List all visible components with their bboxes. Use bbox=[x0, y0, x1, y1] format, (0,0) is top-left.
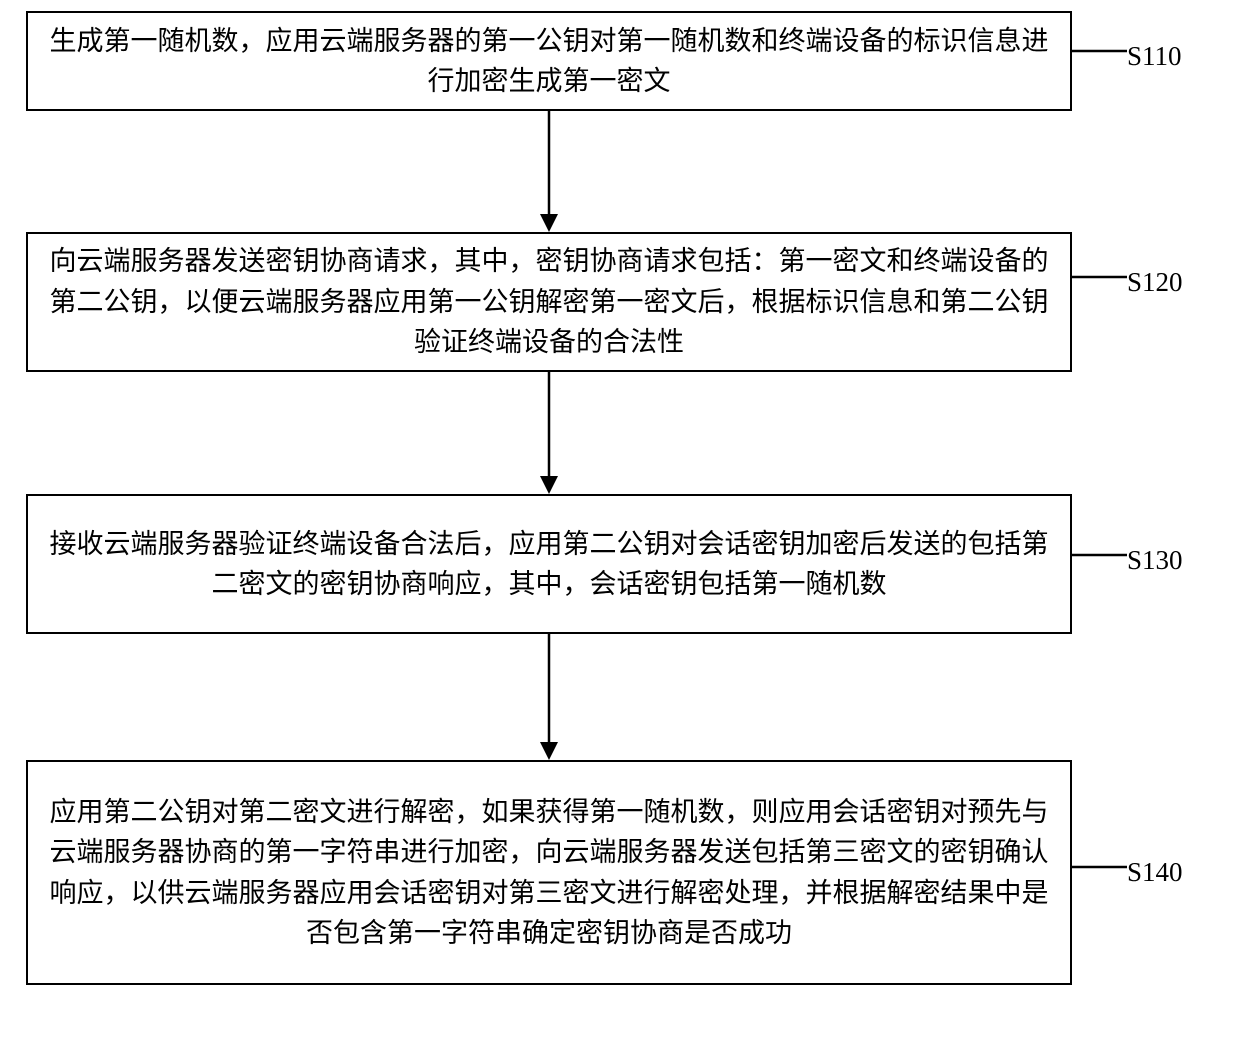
flow-step-s120: 向云端服务器发送密钥协商请求，其中，密钥协商请求包括：第一密文和终端设备的第二公… bbox=[26, 232, 1072, 372]
arrow-s110-to-s120 bbox=[534, 111, 564, 236]
connector-s140 bbox=[1072, 857, 1127, 877]
connector-s130 bbox=[1072, 545, 1127, 565]
step-label-s120: S120 bbox=[1127, 267, 1183, 298]
flow-step-s140: 应用第二公钥对第二密文进行解密，如果获得第一随机数，则应用会话密钥对预先与云端服… bbox=[26, 760, 1072, 985]
arrow-s130-to-s140 bbox=[534, 634, 564, 764]
flow-step-s130: 接收云端服务器验证终端设备合法后，应用第二公钥对会话密钥加密后发送的包括第二密文… bbox=[26, 494, 1072, 634]
step-label-s130: S130 bbox=[1127, 545, 1183, 576]
flow-step-s120-text: 向云端服务器发送密钥协商请求，其中，密钥协商请求包括：第一密文和终端设备的第二公… bbox=[44, 241, 1054, 363]
flow-step-s110-text: 生成第一随机数，应用云端服务器的第一公钥对第一随机数和终端设备的标识信息进行加密… bbox=[44, 21, 1054, 102]
flowchart-container: 生成第一随机数，应用云端服务器的第一公钥对第一随机数和终端设备的标识信息进行加密… bbox=[0, 0, 1240, 1041]
step-label-s110: S110 bbox=[1127, 41, 1182, 72]
flow-step-s110: 生成第一随机数，应用云端服务器的第一公钥对第一随机数和终端设备的标识信息进行加密… bbox=[26, 11, 1072, 111]
step-label-s140: S140 bbox=[1127, 857, 1183, 888]
arrow-s120-to-s130 bbox=[534, 372, 564, 498]
flow-step-s130-text: 接收云端服务器验证终端设备合法后，应用第二公钥对会话密钥加密后发送的包括第二密文… bbox=[44, 524, 1054, 605]
flow-step-s140-text: 应用第二公钥对第二密文进行解密，如果获得第一随机数，则应用会话密钥对预先与云端服… bbox=[44, 792, 1054, 954]
connector-s120 bbox=[1072, 267, 1127, 287]
connector-s110 bbox=[1072, 41, 1127, 61]
